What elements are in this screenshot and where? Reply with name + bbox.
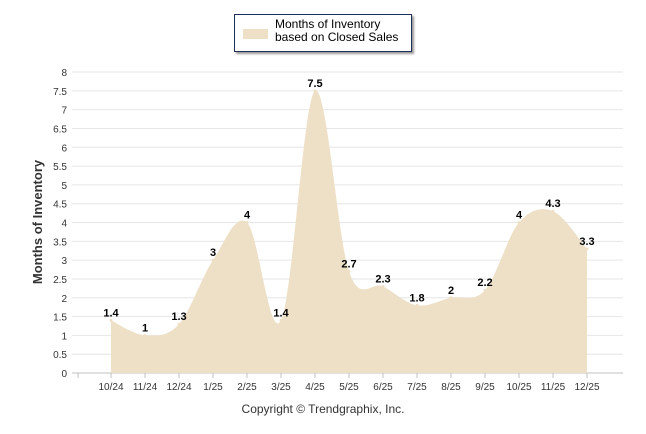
data-point <box>313 89 317 93</box>
x-tick-label: 5/25 <box>339 382 359 393</box>
x-tick-label: 10/24 <box>98 382 123 393</box>
y-tick-label: 8 <box>61 68 67 79</box>
y-tick-label: 6 <box>61 143 67 154</box>
data-point <box>279 318 283 322</box>
y-tick-label: 2.5 <box>53 275 67 286</box>
x-tick-label: 9/25 <box>475 382 495 393</box>
y-tick-label: 1.5 <box>53 313 67 324</box>
data-label: 3.3 <box>579 236 594 248</box>
data-point <box>245 221 249 224</box>
data-label: 4 <box>244 210 251 222</box>
data-point <box>449 296 453 300</box>
data-label: 1 <box>142 322 148 334</box>
x-tick-label: 8/25 <box>441 382 461 393</box>
legend-label: Months of Inventory based on Closed Sale… <box>275 17 399 44</box>
x-tick-label: 11/24 <box>133 382 158 393</box>
data-label: 2.7 <box>341 258 356 270</box>
x-tick-label: 7/25 <box>407 382 427 393</box>
x-tick-label: 12/25 <box>574 382 599 393</box>
data-label: 2.3 <box>375 273 390 285</box>
data-label: 7.5 <box>307 78 322 90</box>
y-tick-label: 3 <box>61 256 67 267</box>
y-tick-label: 0.5 <box>53 350 67 361</box>
data-point <box>585 247 589 251</box>
data-label: 1.4 <box>273 307 289 319</box>
y-tick-label: 1 <box>61 331 67 342</box>
data-point <box>347 269 351 273</box>
data-label: 3 <box>210 247 216 259</box>
y-tick-label: 5.5 <box>53 162 67 173</box>
x-tick-label: 11/25 <box>541 382 566 393</box>
data-point <box>211 258 215 262</box>
data-label: 1.4 <box>103 307 119 319</box>
data-label: 4 <box>516 210 523 222</box>
data-point <box>177 322 181 326</box>
x-tick-label: 10/25 <box>506 382 531 393</box>
data-point <box>415 303 419 307</box>
y-tick-label: 2 <box>61 294 67 305</box>
data-label: 1.8 <box>409 292 424 304</box>
data-point <box>109 318 113 322</box>
data-point <box>143 333 147 337</box>
data-point <box>483 288 487 292</box>
legend-swatch <box>243 29 268 39</box>
data-label: 1.3 <box>171 311 186 323</box>
legend[interactable]: Months of Inventory based on Closed Sale… <box>234 14 412 52</box>
data-label: 2 <box>448 285 454 297</box>
y-tick-label: 6.5 <box>53 124 67 135</box>
data-point <box>381 284 385 288</box>
data-label: 2.2 <box>477 277 492 289</box>
x-tick-label: 3/25 <box>271 382 291 393</box>
y-tick-label: 5 <box>61 181 67 192</box>
y-tick-label: 3.5 <box>53 237 67 248</box>
x-tick-label: 4/25 <box>305 382 325 393</box>
credit: Copyright © Trendgraphix, Inc. <box>241 402 405 416</box>
x-tick-label: 6/25 <box>373 382 393 393</box>
y-tick-label: 0 <box>61 369 67 380</box>
x-tick-label: 1/25 <box>203 382 223 393</box>
x-tick-label: 2/25 <box>237 382 257 393</box>
area-series <box>111 90 587 373</box>
data-point <box>517 221 521 224</box>
y-tick-label: 7 <box>61 106 67 117</box>
data-label: 4.3 <box>545 198 560 210</box>
y-tick-label: 7.5 <box>53 87 67 98</box>
y-tick-label: 4.5 <box>53 200 67 211</box>
x-tick-label: 12/24 <box>166 382 191 393</box>
data-point <box>551 209 555 213</box>
y-axis-title: Months of Inventory <box>30 159 45 284</box>
y-tick-label: 4 <box>61 219 67 230</box>
